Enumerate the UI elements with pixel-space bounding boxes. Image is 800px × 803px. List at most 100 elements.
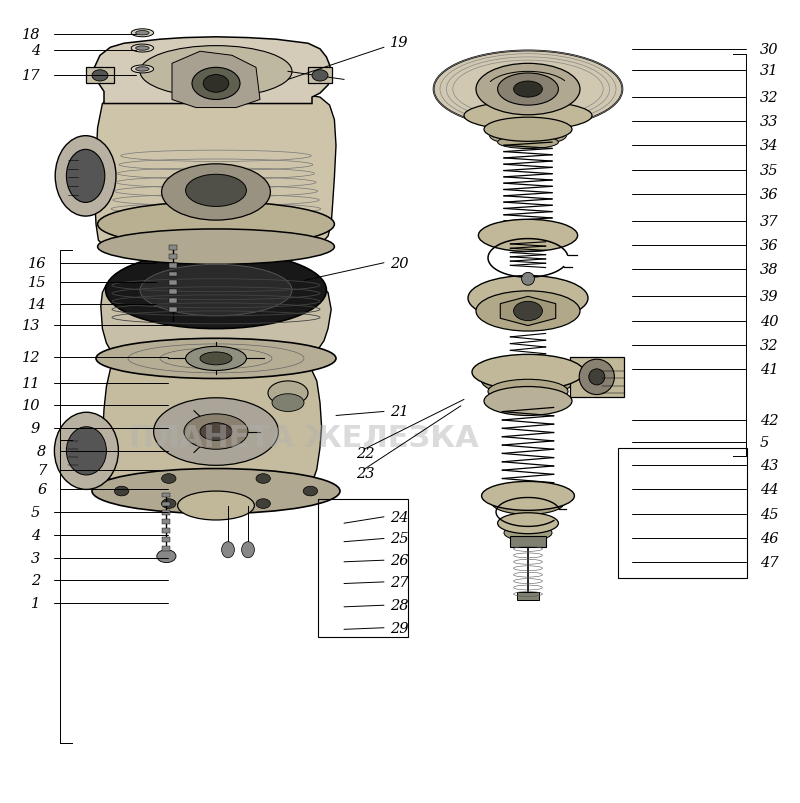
Ellipse shape (242, 542, 254, 558)
Text: 36: 36 (760, 238, 778, 253)
Text: 32: 32 (760, 338, 778, 353)
Ellipse shape (92, 71, 108, 82)
Ellipse shape (186, 347, 246, 371)
Bar (510, 536, 546, 548)
Ellipse shape (492, 492, 564, 515)
Ellipse shape (162, 165, 270, 221)
Ellipse shape (478, 220, 578, 252)
Text: 11: 11 (22, 376, 40, 390)
Text: 27: 27 (390, 575, 409, 589)
Ellipse shape (136, 31, 149, 36)
Polygon shape (101, 279, 331, 357)
Polygon shape (94, 38, 332, 104)
Text: 35: 35 (760, 164, 778, 178)
Ellipse shape (131, 66, 154, 74)
Ellipse shape (504, 525, 552, 541)
Text: 40: 40 (760, 314, 778, 328)
Ellipse shape (96, 339, 336, 379)
Text: 38: 38 (760, 263, 778, 277)
Ellipse shape (256, 474, 270, 483)
Text: 15: 15 (28, 275, 46, 290)
Bar (169, 281, 177, 286)
Text: 36: 36 (760, 188, 778, 202)
Text: 6: 6 (37, 483, 46, 497)
Bar (162, 502, 170, 507)
Ellipse shape (472, 355, 584, 390)
Text: ПЛАНЕТА ЖЕЛЕЗКА: ПЛАНЕТА ЖЕЛЕЗКА (129, 423, 479, 452)
Ellipse shape (434, 51, 622, 128)
Text: 41: 41 (760, 362, 778, 377)
Text: 4: 4 (30, 528, 40, 543)
Ellipse shape (66, 150, 105, 203)
Ellipse shape (157, 550, 176, 563)
Text: 12: 12 (22, 350, 40, 365)
Text: 16: 16 (28, 256, 46, 271)
Ellipse shape (92, 469, 340, 514)
Bar (162, 511, 170, 516)
Ellipse shape (114, 487, 129, 496)
Text: 42: 42 (760, 414, 778, 428)
Polygon shape (308, 68, 332, 84)
Ellipse shape (136, 67, 149, 72)
Text: 43: 43 (760, 459, 778, 473)
Ellipse shape (162, 499, 176, 509)
Ellipse shape (484, 118, 572, 142)
Text: 26: 26 (390, 553, 409, 568)
Text: 5: 5 (760, 435, 770, 450)
Ellipse shape (498, 74, 558, 106)
Ellipse shape (498, 137, 558, 149)
Bar (517, 593, 539, 601)
Ellipse shape (498, 513, 558, 534)
Text: 31: 31 (760, 63, 778, 78)
Ellipse shape (496, 388, 560, 407)
Text: 44: 44 (760, 483, 778, 497)
Ellipse shape (131, 45, 154, 53)
Ellipse shape (482, 367, 574, 396)
Text: 47: 47 (760, 555, 778, 569)
Ellipse shape (464, 102, 592, 131)
Bar (169, 255, 177, 259)
Bar (162, 546, 170, 551)
Bar (162, 528, 170, 533)
Ellipse shape (272, 394, 304, 412)
Text: 34: 34 (760, 139, 778, 153)
Text: 4: 4 (30, 44, 40, 59)
Ellipse shape (186, 175, 246, 207)
Ellipse shape (106, 252, 326, 329)
Text: 10: 10 (22, 398, 40, 413)
Text: 39: 39 (760, 290, 778, 304)
Ellipse shape (303, 487, 318, 496)
Text: 13: 13 (22, 318, 40, 332)
Text: 20: 20 (390, 256, 409, 271)
Ellipse shape (178, 491, 254, 520)
Text: 8: 8 (37, 444, 46, 459)
Text: 29: 29 (390, 621, 409, 635)
Ellipse shape (256, 499, 270, 509)
Ellipse shape (476, 291, 580, 332)
Bar (162, 493, 170, 498)
Ellipse shape (98, 202, 334, 247)
Text: 9: 9 (30, 422, 40, 436)
Ellipse shape (192, 68, 240, 100)
Ellipse shape (468, 276, 588, 321)
Ellipse shape (579, 360, 614, 395)
Polygon shape (86, 68, 114, 84)
Text: 23: 23 (356, 467, 374, 481)
Text: 21: 21 (390, 405, 409, 419)
Ellipse shape (203, 75, 229, 93)
Ellipse shape (66, 427, 106, 475)
Ellipse shape (162, 474, 176, 483)
Ellipse shape (154, 398, 278, 466)
Bar (169, 272, 177, 277)
Ellipse shape (312, 71, 328, 82)
Ellipse shape (514, 82, 542, 98)
Bar (169, 290, 177, 295)
Ellipse shape (484, 387, 572, 416)
Ellipse shape (131, 30, 154, 38)
Text: 28: 28 (390, 598, 409, 613)
Ellipse shape (136, 47, 149, 51)
Ellipse shape (184, 414, 248, 450)
Text: 37: 37 (760, 214, 778, 229)
Polygon shape (500, 297, 556, 326)
Ellipse shape (54, 413, 118, 490)
